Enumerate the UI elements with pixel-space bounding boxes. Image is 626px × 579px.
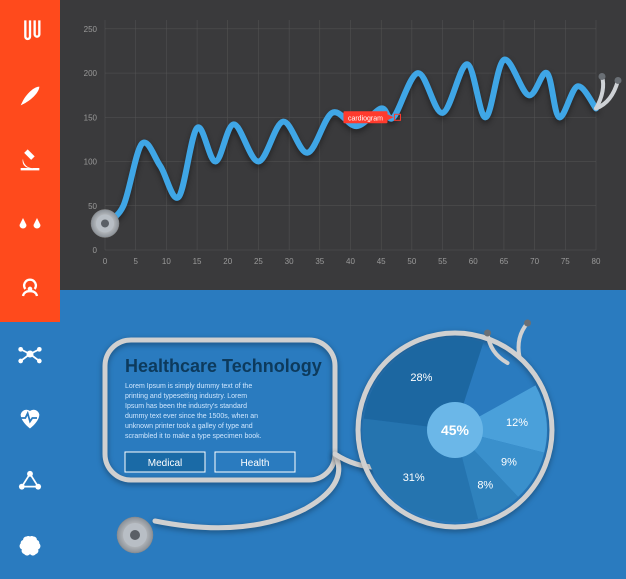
body-text: printing and typesetting industry. Lorem [125, 393, 247, 400]
body-text: Ipsum has been the industry's standard [125, 403, 247, 410]
svg-text:50: 50 [88, 202, 97, 211]
svg-text:25: 25 [254, 257, 263, 266]
pie-slice-label: 12% [506, 417, 528, 429]
pie-slice-label: 8% [477, 480, 493, 492]
heartbeat-icon [16, 404, 44, 432]
svg-text:65: 65 [499, 257, 508, 266]
svg-text:200: 200 [84, 69, 98, 78]
svg-text:60: 60 [469, 257, 478, 266]
svg-text:40: 40 [346, 257, 355, 266]
svg-text:0: 0 [103, 257, 108, 266]
body-text: unknown printer took a galley of type an… [125, 423, 253, 430]
button-label: Medical [148, 458, 182, 469]
svg-text:75: 75 [561, 257, 570, 266]
section-title: Healthcare Technology [125, 356, 322, 376]
sidebar-item-molecule-2 [0, 450, 60, 514]
svg-text:10: 10 [162, 257, 171, 266]
bottom-panel: Healthcare Technology Lorem Ipsum is simp… [60, 290, 626, 579]
svg-text:55: 55 [438, 257, 447, 266]
bottom-svg: Healthcare Technology Lorem Ipsum is simp… [60, 290, 626, 579]
pie-slice-label: 31% [403, 472, 425, 484]
pie-center-label: 45% [441, 422, 470, 438]
line-chart-svg: 0 5 10 15 20 25 30 35 40 45 50 55 60 65 70 75 80 0 50 100 15… [60, 0, 626, 290]
svg-text:50: 50 [407, 257, 416, 266]
sidebar-item-microscope [0, 129, 60, 193]
callout-label: cardiogram [348, 115, 383, 122]
svg-text:scrambled it to make a type sp: scrambled it to make a type specimen boo… [125, 433, 262, 440]
svg-text:250: 250 [84, 25, 98, 34]
sidebar-item-brain [0, 515, 60, 579]
sidebar-item-test-tubes [0, 0, 60, 64]
test-tubes-icon [16, 18, 44, 46]
sidebar-item-heartbeat [0, 386, 60, 450]
feather-icon [16, 82, 44, 110]
sidebar-item-feather [0, 64, 60, 128]
body-text: dummy text ever since the 1500s, when an [125, 413, 258, 420]
body-text: Lorem Ipsum is simply dummy text of the [125, 383, 252, 390]
svg-text:80: 80 [592, 257, 601, 266]
microscope-icon [16, 147, 44, 175]
svg-text:15: 15 [193, 257, 202, 266]
scales-icon [16, 211, 44, 239]
molecule-2-icon [16, 468, 44, 496]
pie-slice-label: 9% [501, 457, 517, 469]
molecule-icon [16, 340, 44, 368]
svg-text:30: 30 [285, 257, 294, 266]
main-area: 0 5 10 15 20 25 30 35 40 45 50 55 60 65 70 75 80 0 50 100 15… [60, 0, 626, 579]
root-layout: 0 5 10 15 20 25 30 35 40 45 50 55 60 65 70 75 80 0 50 100 15… [0, 0, 626, 579]
svg-text:35: 35 [315, 257, 324, 266]
svg-text:45: 45 [377, 257, 386, 266]
icon-sidebar [0, 0, 60, 579]
sidebar-item-molecule [0, 322, 60, 386]
pie-slice-label: 28% [410, 372, 432, 384]
svg-text:150: 150 [84, 113, 98, 122]
brain-icon [16, 533, 44, 561]
svg-text:70: 70 [530, 257, 539, 266]
svg-text:5: 5 [133, 257, 138, 266]
biohazard-icon [16, 275, 44, 303]
sidebar-item-scales [0, 193, 60, 257]
svg-text:0: 0 [93, 246, 98, 255]
svg-text:100: 100 [84, 158, 98, 167]
line-chart-panel: 0 5 10 15 20 25 30 35 40 45 50 55 60 65 70 75 80 0 50 100 15… [60, 0, 626, 290]
svg-text:20: 20 [223, 257, 232, 266]
button-label: Health [241, 458, 270, 469]
sidebar-item-biohazard [0, 257, 60, 321]
